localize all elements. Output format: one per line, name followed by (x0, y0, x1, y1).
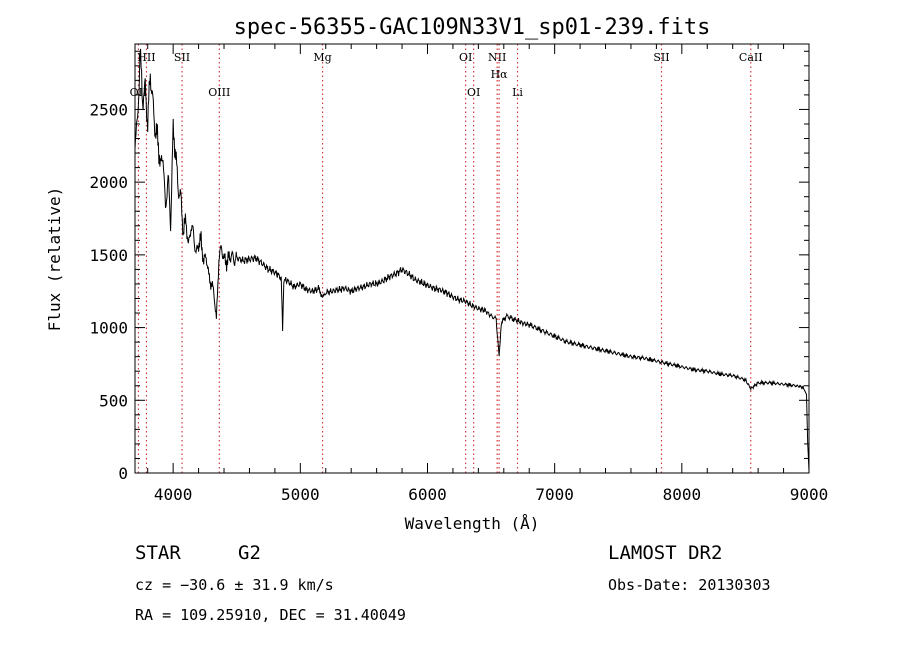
x-tick-label: 9000 (790, 485, 829, 504)
y-tick-label: 2000 (89, 173, 128, 192)
y-tick-label: 500 (99, 391, 128, 410)
spectral-line-label: OI (467, 86, 480, 99)
redshift-cz: cz = −30.6 ± 31.9 km/s (135, 576, 334, 594)
spectral-line-label: HII (137, 51, 155, 64)
y-tick-label: 2500 (89, 100, 128, 119)
spectral-line-label: OI (459, 51, 472, 64)
y-axis: 0 500 1000 1500 2000 2500 (89, 50, 809, 483)
spectrum-line (134, 48, 810, 472)
y-tick-label: 1000 (89, 319, 128, 338)
plot-frame (134, 43, 810, 474)
spectral-line-label: SII (653, 51, 669, 64)
spectral-line-label: Mg (313, 51, 331, 64)
coordinates: RA = 109.25910, DEC = 31.40049 (135, 606, 406, 624)
survey-name: LAMOST DR2 (608, 542, 722, 564)
spectral-line-label: OII (130, 86, 148, 99)
spectral-line-label: Hα (491, 68, 509, 81)
y-tick-label: 1500 (89, 246, 128, 265)
y-tick-label: 0 (118, 464, 128, 483)
y-axis-label: Flux (relative) (45, 187, 64, 332)
x-tick-label: 7000 (535, 485, 574, 504)
x-tick-label: 8000 (663, 485, 702, 504)
spectrum-series (134, 48, 810, 472)
object-class: STAR (135, 542, 181, 564)
spectral-line-label: Li (512, 86, 523, 99)
object-subclass: G2 (238, 542, 261, 564)
spectral-line-label: CaII (739, 51, 763, 64)
spectral-line-label: SII (174, 51, 190, 64)
spectral-line-label: NII (488, 51, 506, 64)
x-tick-label: 6000 (408, 485, 447, 504)
x-axis-label: Wavelength (Å) (405, 514, 540, 533)
spectral-line-label: OIII (208, 86, 230, 99)
x-axis: 4000 5000 6000 7000 8000 9000 (147, 44, 829, 504)
observation-date: Obs-Date: 20130303 (608, 576, 771, 594)
chart-title: spec-56355-GAC109N33V1_sp01-239.fits (234, 15, 711, 40)
x-tick-label: 4000 (154, 485, 193, 504)
x-tick-label: 5000 (281, 485, 320, 504)
